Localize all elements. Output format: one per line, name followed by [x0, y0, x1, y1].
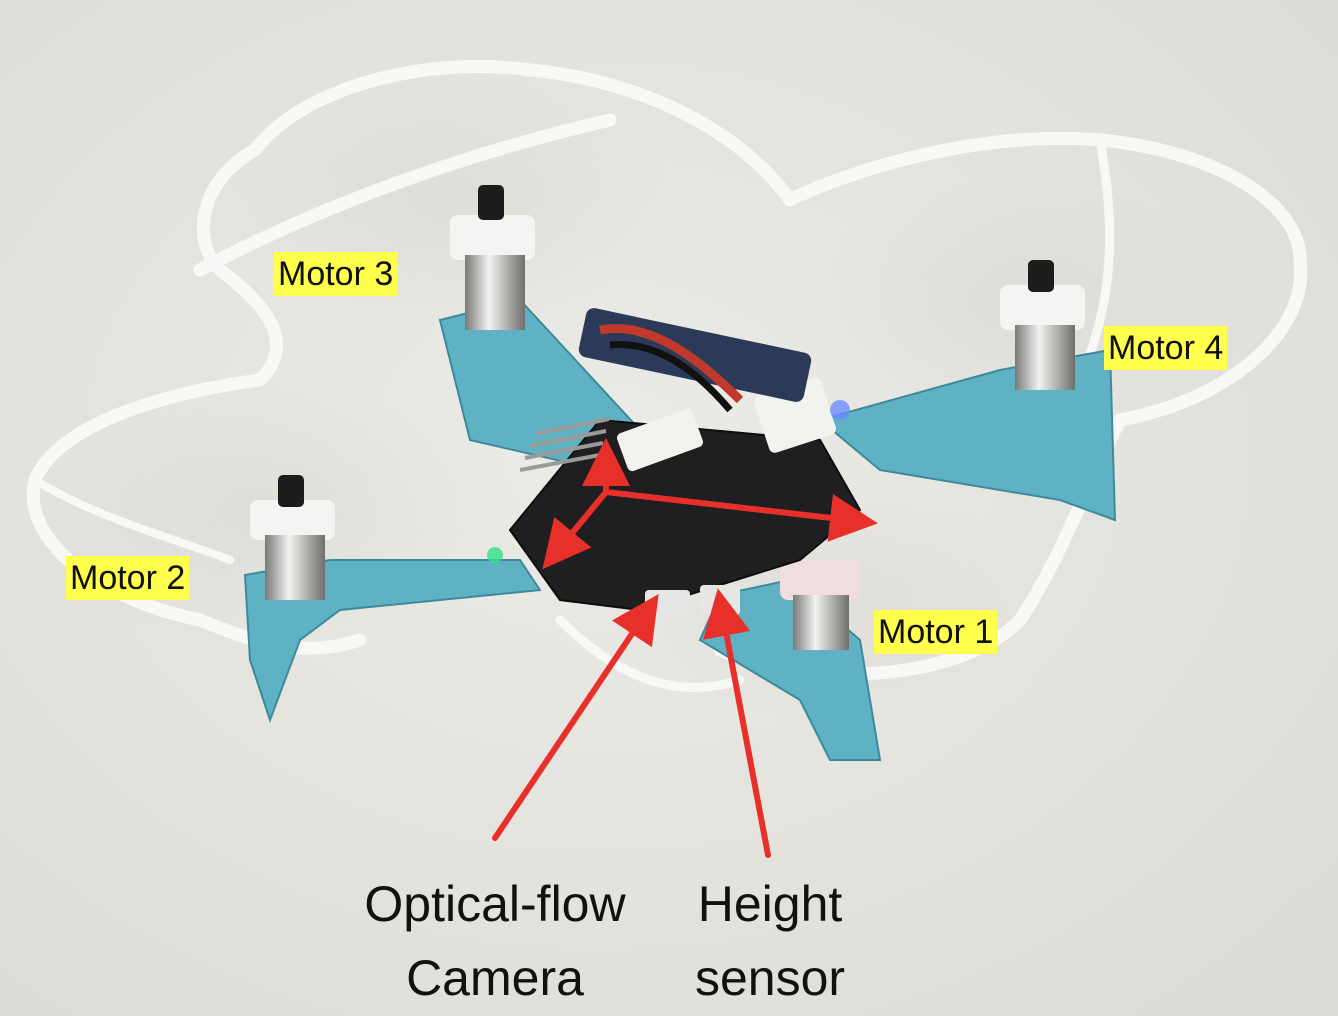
- optical-flow-caption-line1: Optical-flow: [364, 876, 626, 932]
- status-led-green: [487, 547, 503, 563]
- motor-4-label: Motor 4: [1104, 326, 1228, 370]
- axis-arrow-right: [603, 489, 878, 542]
- motor-3-can: [450, 185, 535, 330]
- motors: [250, 185, 1085, 650]
- height-sensor-caption-line1: Height: [697, 876, 843, 932]
- arrows: [492, 438, 878, 858]
- status-led-blue: [830, 400, 850, 420]
- arm-4: [817, 348, 1117, 522]
- height-pointer-arrow: [703, 588, 771, 858]
- motor-2-can: [250, 475, 335, 600]
- axis-arrow-left: [542, 489, 609, 570]
- motor-1-label: Motor 1: [874, 610, 998, 654]
- camera-pointer-arrow: [492, 594, 659, 841]
- battery-wire-black: [609, 341, 733, 413]
- side-connector: [616, 408, 704, 472]
- battery-wire-red: [599, 324, 744, 404]
- motor-4-can: [1000, 260, 1085, 390]
- motor-1-can: [780, 560, 860, 650]
- optical-flow-caption-line2: Camera: [406, 950, 584, 1006]
- motor-2-label: Motor 2: [66, 556, 190, 600]
- height-sensor-caption-line2: sensor: [694, 950, 846, 1006]
- motor-3-label: Motor 3: [274, 252, 398, 296]
